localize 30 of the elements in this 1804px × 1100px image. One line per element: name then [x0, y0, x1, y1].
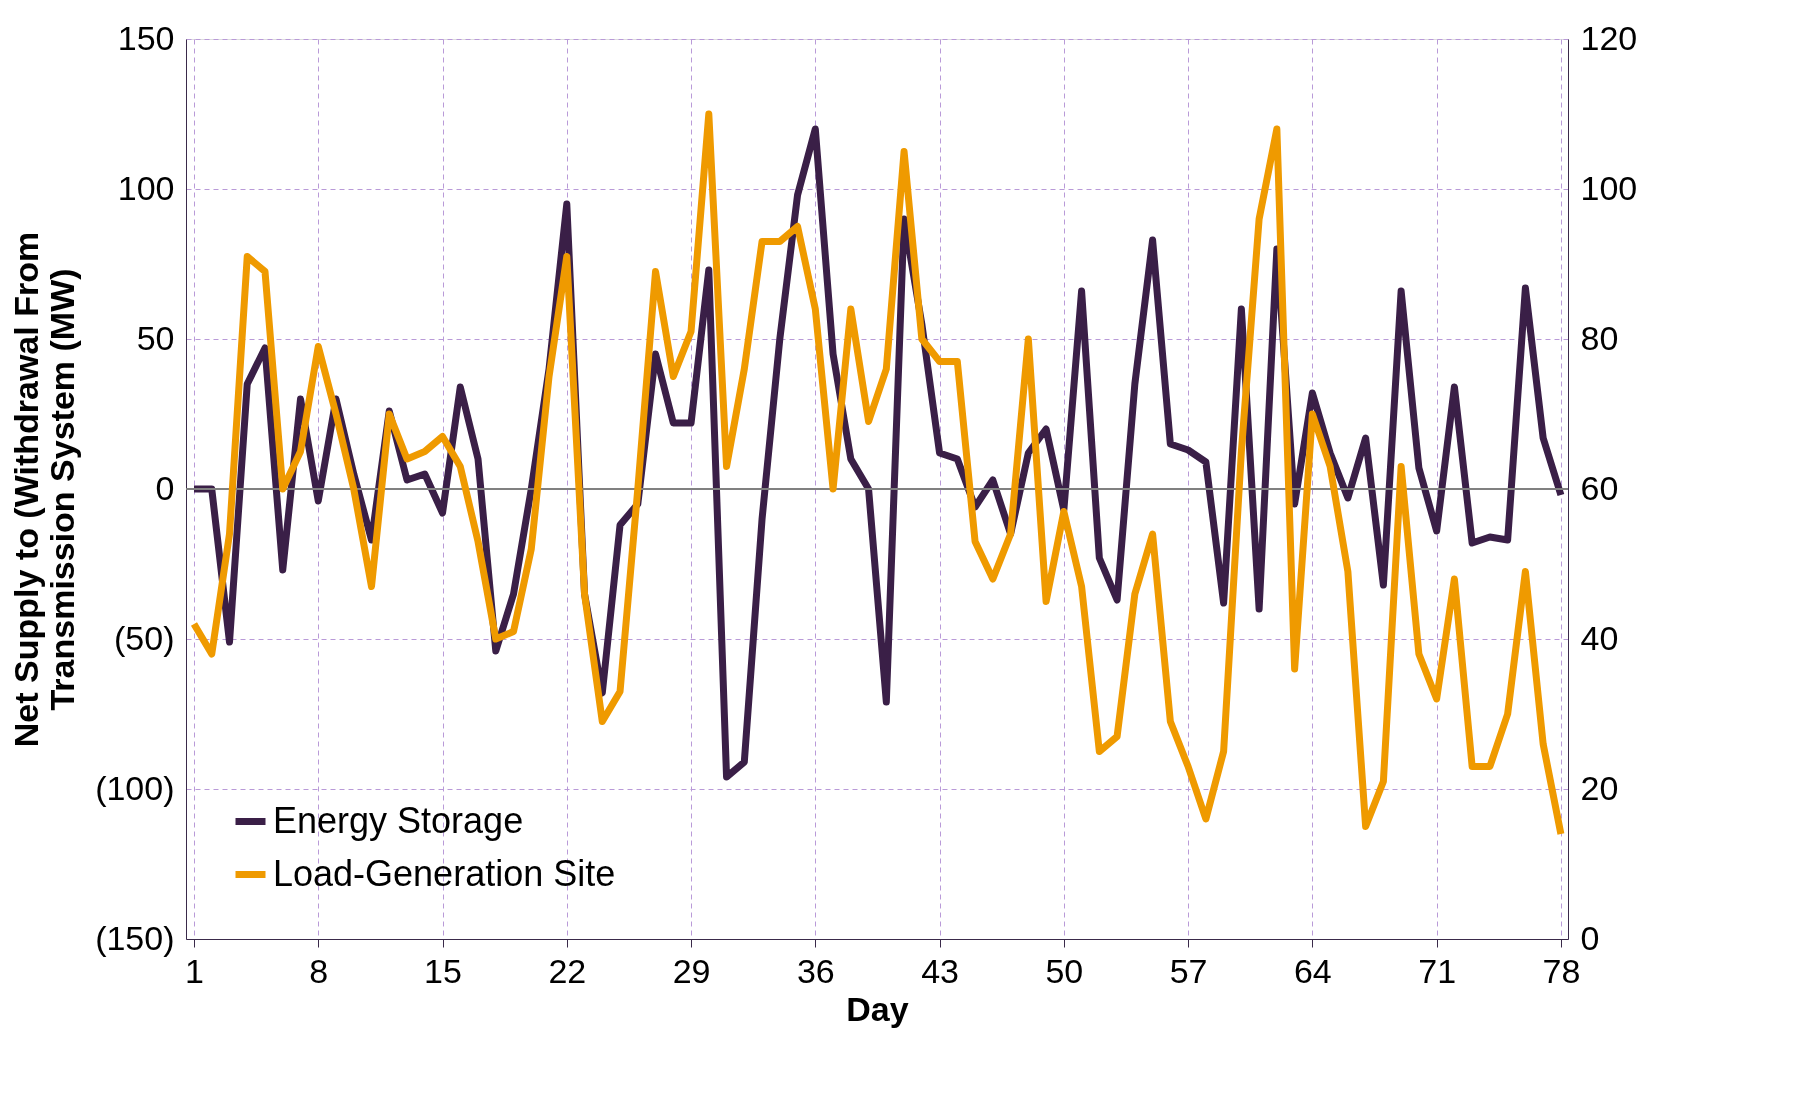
y-tick-label: (100): [95, 768, 175, 807]
y2-tick-label: 100: [1580, 168, 1638, 207]
x-tick-label: 57: [1169, 951, 1208, 990]
y-tick-label: 150: [117, 18, 175, 57]
legend-label: Load-Generation Site: [273, 852, 616, 894]
x-tick-label: 22: [548, 951, 587, 990]
y2-tick-label: 60: [1580, 468, 1619, 507]
y2-tick-label: 120: [1580, 18, 1638, 57]
x-tick-label: 15: [424, 951, 462, 990]
y-tick-label: 0: [155, 468, 175, 507]
y-tick-label: (150): [95, 918, 175, 957]
y2-tick-label: 40: [1580, 618, 1619, 657]
x-tick-label: 29: [672, 951, 711, 990]
x-axis-title: Day: [846, 989, 909, 1028]
x-tick-label: 43: [921, 951, 959, 990]
x-tick-label: 50: [1045, 951, 1084, 990]
legend-label: Energy Storage: [273, 799, 524, 841]
y-tick-label: 50: [136, 318, 175, 357]
x-tick-label: 71: [1418, 951, 1457, 990]
y-tick-label: 100: [117, 168, 175, 207]
y2-tick-label: 80: [1580, 318, 1619, 357]
y2-tick-label: 0: [1580, 918, 1600, 957]
x-tick-label: 8: [309, 951, 329, 990]
y-axis-title: Net Supply to (Withdrawal From Transmission System (MW): [7, 231, 82, 748]
x-tick-label: 36: [796, 951, 835, 990]
x-tick-label: 1: [185, 951, 204, 990]
x-tick-label: 78: [1542, 951, 1581, 990]
y2-tick-label: 20: [1580, 768, 1619, 807]
y-tick-label: (50): [114, 618, 175, 657]
x-tick-label: 64: [1293, 951, 1332, 990]
